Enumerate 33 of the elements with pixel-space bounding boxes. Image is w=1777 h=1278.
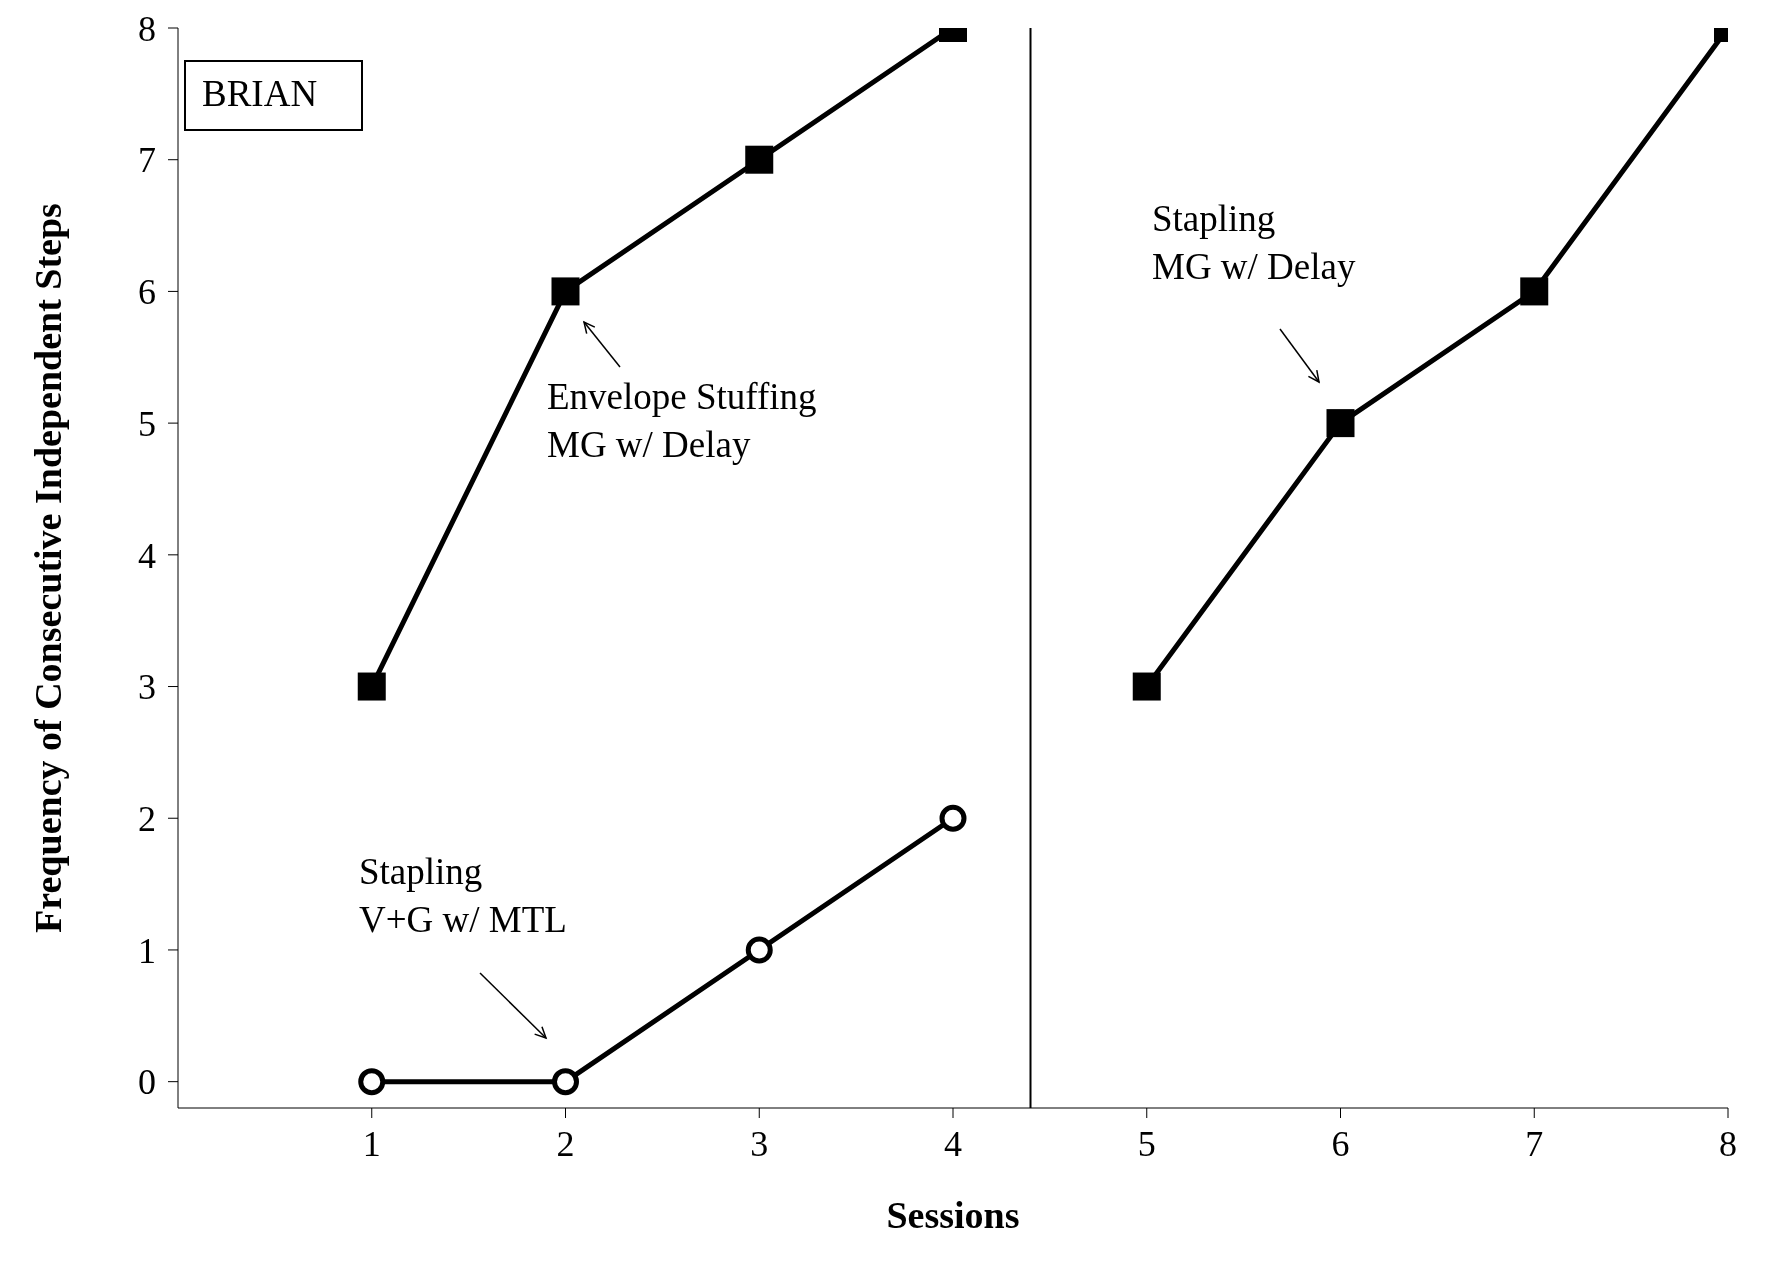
annotation: Stapling MG w/ Delay	[1152, 198, 1356, 287]
x-tick-label: 4	[944, 1123, 962, 1164]
x-tick-label: 6	[1331, 1123, 1350, 1164]
x-tick-label: 8	[1719, 1123, 1737, 1164]
point	[551, 277, 580, 306]
y-tick-label: 3	[138, 667, 156, 708]
y-tick-label: 7	[138, 140, 156, 181]
y-tick-label: 4	[138, 535, 156, 576]
point	[1132, 672, 1161, 701]
point	[357, 672, 386, 701]
point	[1520, 277, 1549, 306]
point	[745, 145, 774, 174]
y-tick-label: 0	[138, 1062, 156, 1103]
y-tick-label: 1	[138, 930, 156, 971]
point	[939, 804, 967, 832]
annotation: BRIAN	[184, 60, 364, 131]
point	[552, 1068, 579, 1096]
x-tick-label: 2	[556, 1123, 575, 1164]
point	[1326, 409, 1355, 438]
x-tick-label: 1	[362, 1123, 381, 1164]
x-axis-title: Sessions	[886, 1194, 1020, 1236]
x-tick-label: 5	[1137, 1123, 1156, 1164]
annotation: Stapling V+G w/ MTL	[359, 851, 567, 940]
y-tick-label: 5	[138, 403, 156, 444]
point	[358, 1068, 386, 1096]
annotation: Envelope Stuffing MG w/ Delay	[547, 376, 817, 465]
y-tick-label: 6	[138, 272, 156, 313]
x-tick-label: 3	[750, 1123, 769, 1164]
y-axis-title: Frequency of Consecutive Independent Steps	[27, 203, 70, 933]
y-tick-label: 8	[138, 8, 156, 49]
y-tick-label: 2	[138, 799, 156, 840]
x-tick-label: 7	[1525, 1123, 1544, 1164]
point	[745, 936, 773, 964]
